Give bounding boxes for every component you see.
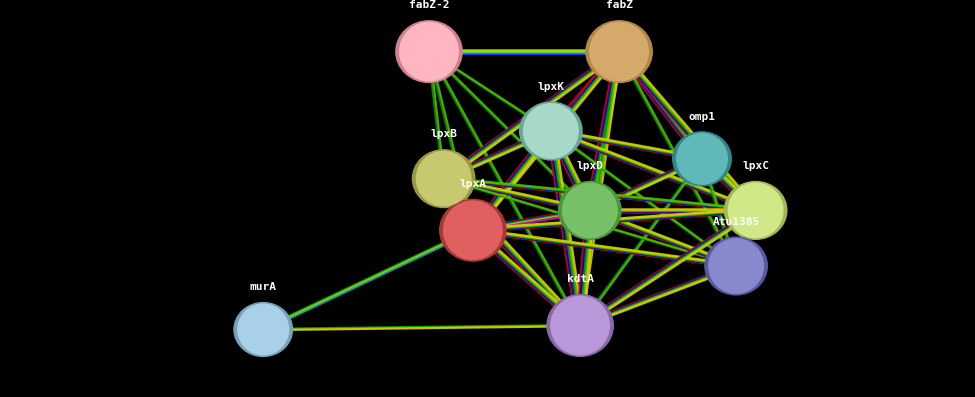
Ellipse shape — [590, 22, 648, 81]
Text: murA: murA — [250, 282, 277, 292]
Ellipse shape — [677, 133, 727, 184]
Text: lpxA: lpxA — [459, 179, 487, 189]
Text: Atu1385: Atu1385 — [713, 217, 760, 227]
Ellipse shape — [238, 304, 289, 355]
Ellipse shape — [416, 151, 471, 206]
Ellipse shape — [724, 181, 787, 239]
Ellipse shape — [586, 21, 652, 83]
Ellipse shape — [728, 183, 783, 238]
Ellipse shape — [709, 239, 763, 293]
Ellipse shape — [520, 102, 582, 160]
Ellipse shape — [673, 132, 731, 186]
Text: lpxD: lpxD — [576, 161, 604, 171]
Ellipse shape — [412, 150, 475, 208]
Text: fabZ-2: fabZ-2 — [409, 0, 449, 10]
Text: lpxB: lpxB — [430, 129, 457, 139]
Ellipse shape — [563, 183, 617, 238]
Ellipse shape — [234, 303, 292, 357]
Ellipse shape — [705, 237, 767, 295]
Text: lpxK: lpxK — [537, 82, 565, 92]
Ellipse shape — [551, 296, 609, 355]
Text: lpxC: lpxC — [742, 161, 769, 171]
Ellipse shape — [524, 104, 578, 158]
Ellipse shape — [440, 199, 506, 261]
Ellipse shape — [559, 181, 621, 239]
Text: omp1: omp1 — [688, 112, 716, 121]
Text: kdtA: kdtA — [566, 274, 594, 284]
Ellipse shape — [396, 21, 462, 83]
Ellipse shape — [444, 201, 502, 260]
Text: fabZ: fabZ — [605, 0, 633, 10]
Ellipse shape — [547, 295, 613, 357]
Ellipse shape — [400, 22, 458, 81]
